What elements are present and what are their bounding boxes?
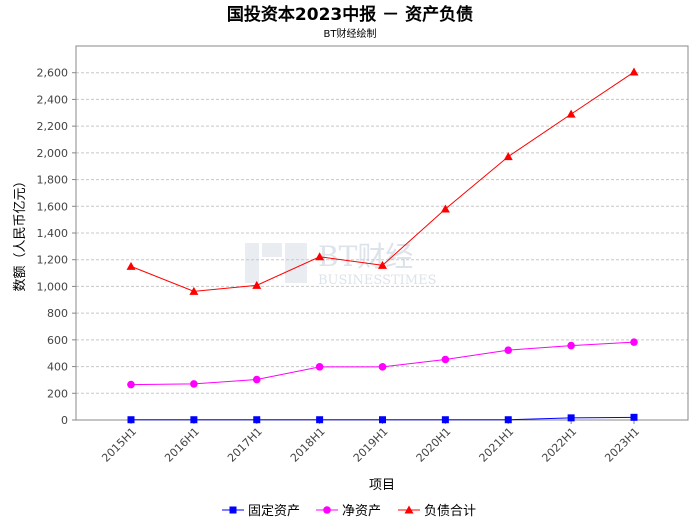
data-point [127,380,135,389]
legend-marker [323,506,331,514]
data-point [441,416,449,424]
legend-label: 固定资产 [248,504,300,519]
x-tick-label: 2017H1 [225,425,265,465]
x-tick-label: 2021H1 [477,425,517,465]
y-tick-label: 2,200 [37,120,69,133]
data-point [630,413,638,421]
data-point [504,346,513,354]
x-tick-label: 2023H1 [602,425,642,465]
data-point [503,152,513,161]
data-point [379,416,386,424]
x-tick-label: 2022H1 [539,425,579,465]
y-tick-label: 1,200 [37,254,69,267]
data-point [630,338,638,346]
y-tick-label: 800 [47,307,68,320]
data-point [315,363,324,371]
legend-label: 净资产 [342,504,381,519]
watermark-logo-bar [285,243,307,283]
watermark: BT财经 BUSINESSTIMES [245,240,437,288]
data-point [567,414,575,422]
y-tick-label: 0 [61,414,68,427]
x-tick-label: 2018H1 [288,425,328,465]
watermark-sub: BUSINESSTIMES [318,273,437,288]
legend-marker [229,506,237,514]
data-point [315,252,325,261]
data-point [566,109,576,118]
x-tick-label: 2020H1 [414,425,454,465]
series-3 [126,67,639,295]
data-point [378,363,387,371]
y-tick-label: 200 [47,387,68,400]
data-point [504,416,512,424]
x-tick-label: 2019H1 [351,425,391,465]
data-point [127,416,135,424]
legend-item: 固定资产 [222,504,300,519]
data-point [189,286,199,295]
legend-label: 负债合计 [424,504,476,519]
y-tick-label: 2,600 [37,67,69,80]
data-point [629,67,639,76]
data-point [567,341,575,350]
data-point [253,416,261,424]
data-point [441,355,450,364]
y-tick-label: 1,000 [37,280,69,293]
grid-layer [76,72,688,394]
data-point [440,204,450,213]
data-point [378,260,387,269]
watermark-logo-bar [262,243,282,257]
x-axis-label: 项目 [369,478,395,493]
y-tick-label: 1,600 [37,200,69,213]
chart-subtitle: BT财经绘制 [324,27,377,40]
legend-item: 负债合计 [398,504,476,519]
x-tick-label: 2016H1 [162,425,202,465]
y-axis-label: 数额（人民币亿元） [13,174,28,291]
legend-item: 净资产 [316,504,381,519]
watermark-logo-bar [245,243,259,283]
y-axis: 0 200 400 600 800 1,000 1,200 1,400 1,600 1,800 2,… [37,67,76,427]
legend: 固定资产 净资产 负债合计 [222,504,476,519]
data-point [316,416,324,424]
y-tick-label: 1,800 [37,174,69,187]
y-tick-label: 1,400 [37,227,69,240]
y-tick-label: 2,400 [37,93,69,106]
legend-marker [404,505,414,514]
x-tick-label: 2015H1 [99,425,139,465]
y-tick-label: 400 [47,361,68,374]
y-tick-label: 600 [47,334,68,347]
series-layer [126,67,639,424]
y-tick-label: 2,000 [37,147,69,160]
series-2 [127,338,638,389]
data-point [190,416,198,424]
data-point [252,375,261,384]
x-axis: 2015H1 2016H1 2017H1 2018H1 2019H1 2020H1 2021… [99,420,642,465]
series-1 [127,413,638,424]
chart-title: 国投资本2023中报 － 资产负债 [227,4,473,25]
watermark-brand: BT财经 [318,240,413,273]
data-point [252,280,262,289]
data-point [190,380,198,388]
data-point [126,261,136,270]
